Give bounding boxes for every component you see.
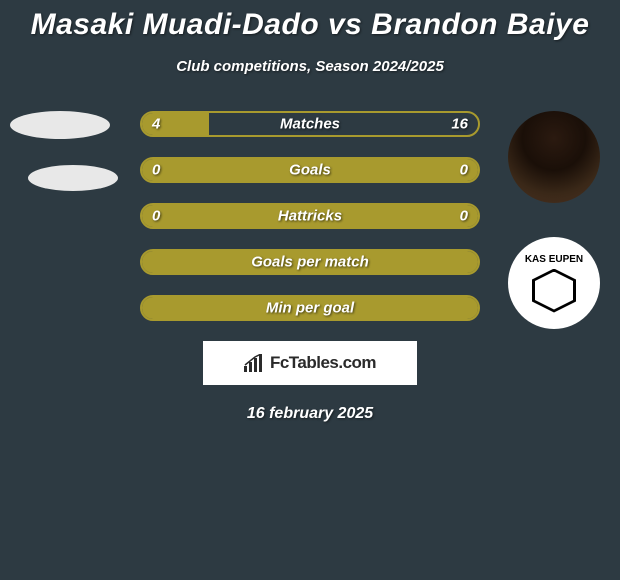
stat-bar: 00Hattricks: [140, 203, 480, 229]
stat-value-right: 16: [451, 116, 468, 133]
stat-bar-left-fill: [142, 297, 478, 319]
comparison-infographic: Masaki Muadi-Dado vs Brandon Baiye Club …: [0, 0, 620, 423]
player-right-club-badge: KAS EUPEN: [508, 237, 600, 329]
club-crest-icon: [532, 269, 576, 313]
brand-text: FcTables.com: [270, 353, 376, 373]
page-title: Masaki Muadi-Dado vs Brandon Baiye: [0, 0, 620, 42]
player-left-club-badge: [28, 165, 118, 191]
player-left-column: [10, 111, 118, 225]
stat-bar-left-fill: [142, 159, 478, 181]
stat-bar: 00Goals: [140, 157, 480, 183]
stat-bars: 416Matches00Goals00HattricksGoals per ma…: [140, 111, 480, 321]
stat-value-right: 0: [460, 208, 468, 225]
stat-value-left: 0: [152, 162, 160, 179]
stat-bar: 416Matches: [140, 111, 480, 137]
stat-value-left: 4: [152, 116, 160, 133]
stat-value-left: 0: [152, 208, 160, 225]
brand-badge: FcTables.com: [203, 341, 417, 385]
player-right-avatar: [508, 111, 600, 203]
date-line: 16 february 2025: [0, 405, 620, 423]
player-right-column: KAS EUPEN: [508, 111, 600, 329]
subtitle: Club competitions, Season 2024/2025: [0, 58, 620, 75]
club-badge-text: KAS EUPEN: [525, 254, 583, 265]
stat-bar-left-fill: [142, 205, 478, 227]
stat-bar: Goals per match: [140, 249, 480, 275]
stat-bar: Min per goal: [140, 295, 480, 321]
bar-chart-icon: [244, 354, 266, 372]
stat-bar-right-fill: [209, 113, 478, 135]
stats-area: KAS EUPEN 416Matches00Goals00HattricksGo…: [0, 111, 620, 321]
stat-bar-left-fill: [142, 251, 478, 273]
player-left-avatar: [10, 111, 110, 139]
stat-value-right: 0: [460, 162, 468, 179]
